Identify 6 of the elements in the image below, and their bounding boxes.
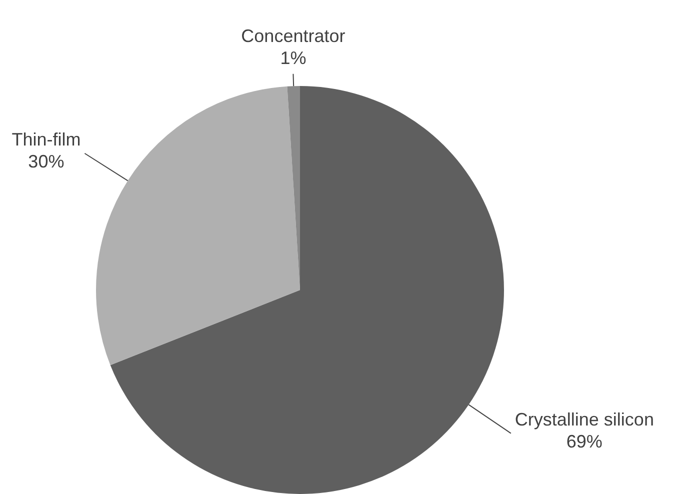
data-label: 30% xyxy=(28,151,64,172)
slice-label: Thin-film xyxy=(12,129,81,150)
slice-label: Concentrator xyxy=(241,26,346,46)
data-label: 69% xyxy=(566,431,602,452)
data-label: 1% xyxy=(280,48,306,68)
slice-label: Crystalline silicon xyxy=(514,409,654,430)
